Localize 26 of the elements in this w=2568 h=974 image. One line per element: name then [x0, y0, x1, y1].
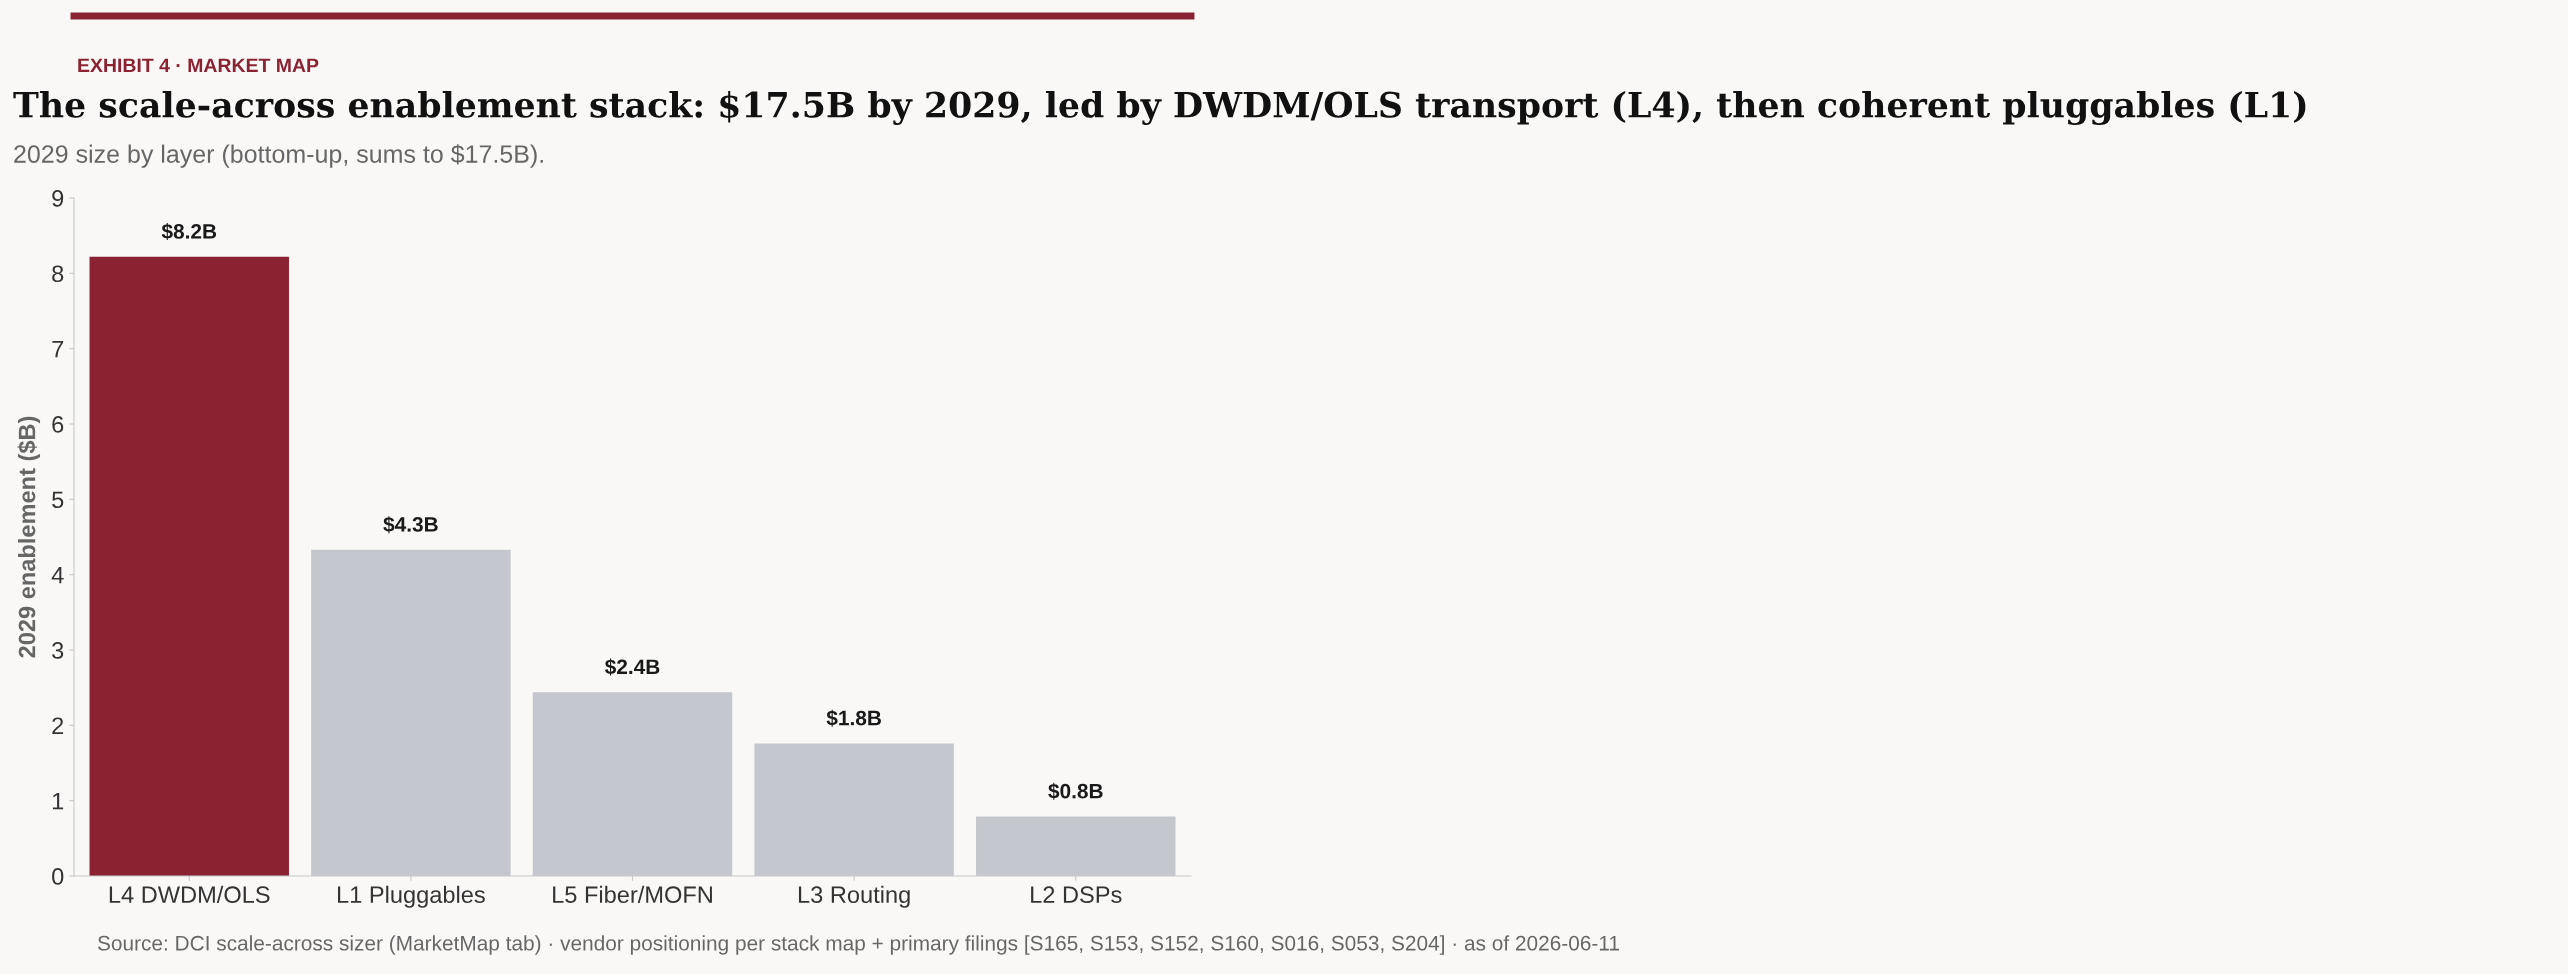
y-tick-label: 6 — [52, 416, 64, 433]
y-tick-label: 0 — [52, 868, 64, 885]
y-tick-label: 4 — [51, 566, 64, 584]
y-tick-label: 3 — [52, 642, 64, 659]
chart-subtitle: 2029 size by layer (bottom-up, sums to $17.5B). — [14, 144, 543, 168]
text: EXHIBIT 4 · MARKET MAP — [78, 58, 319, 73]
x-tick-label: L5 Fiber/MOFN — [553, 885, 712, 904]
y-tick-label: 7 — [52, 340, 64, 358]
data-label: $2.4B — [604, 658, 660, 676]
data-label: $4.3B — [383, 516, 438, 534]
y-axis-title: 2029 enablement ($B) — [17, 416, 41, 658]
y-tick-label: 2 — [52, 717, 64, 734]
x-tick-label: L2 DSPs — [1031, 886, 1122, 904]
bar — [89, 256, 289, 876]
data-label: $1.8B — [826, 709, 881, 727]
y-tick-label: 1 — [52, 792, 64, 810]
x-tick-label: L3 Routing — [798, 885, 910, 908]
data-label: $8.2B — [161, 223, 217, 241]
y-tick-label: 5 — [52, 491, 64, 509]
data-label: $0.8B — [1048, 782, 1103, 800]
x-tick-label: L4 DWDM/OLS — [109, 885, 270, 904]
y-tick-label: 9 — [52, 190, 64, 207]
chart-title: The scale-across enablement stack: $17.5B by 2029, led by DWDM/OLS transport (L4), then coherent pluggables (L1) — [13, 90, 2306, 126]
source-note: Source: DCI scale-across sizer (MarketMap tab) · vendor positioning per stack map + primary filings [S165, S153, S152, S160, S016, S053, S204] · as of 2026-06-11 — [97, 935, 1619, 955]
y-tick-label: 8 — [52, 265, 64, 283]
x-tick-label: L1 Pluggables — [337, 885, 485, 908]
